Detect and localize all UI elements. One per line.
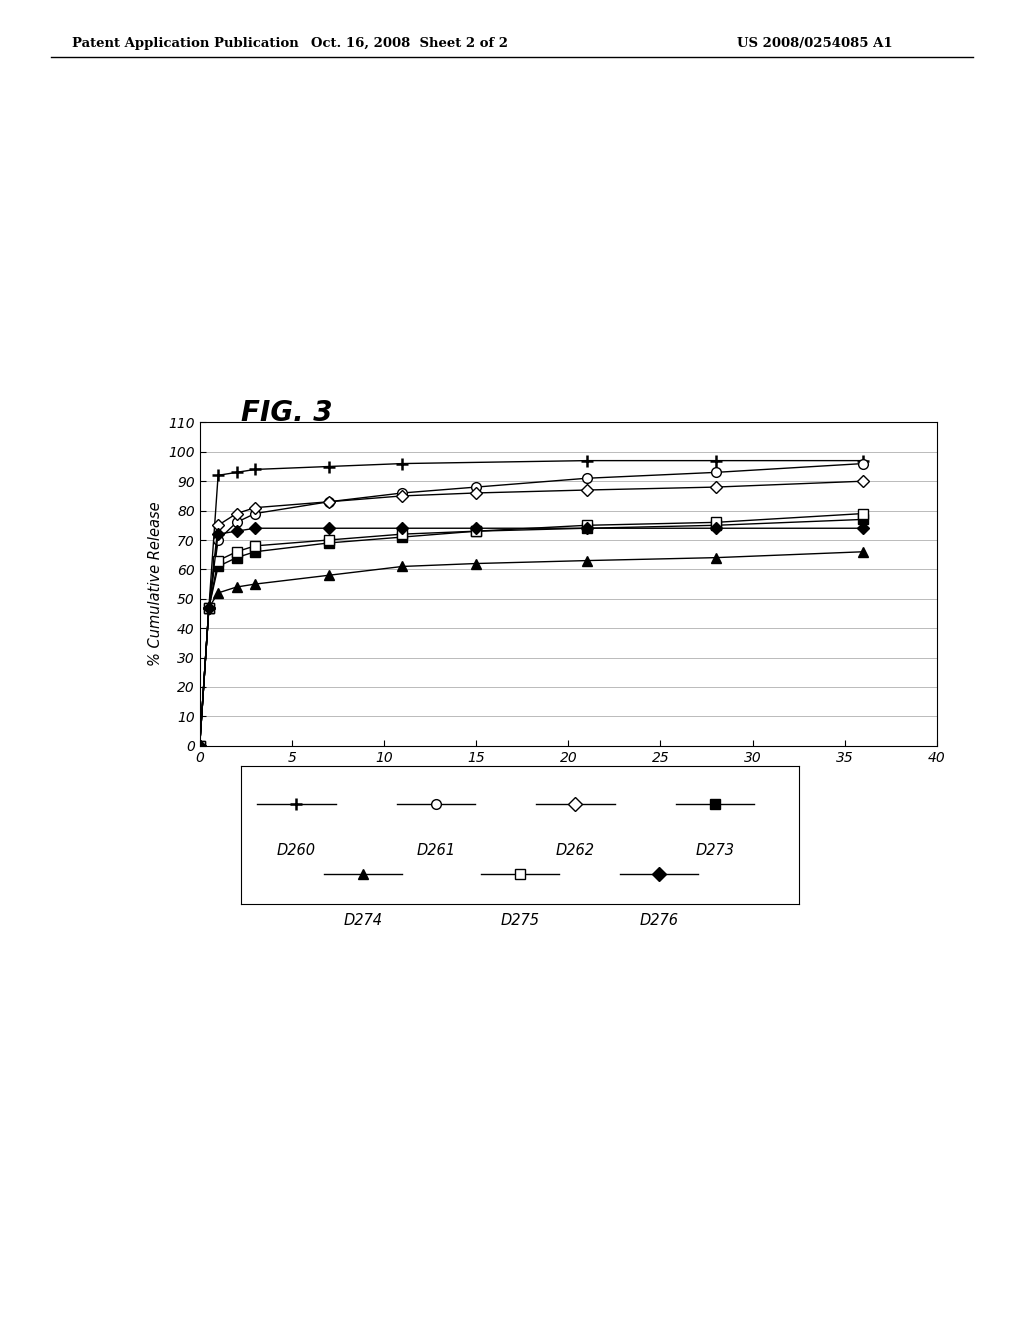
Text: D262: D262 [556, 843, 595, 858]
D276 [212, 527, 224, 543]
Line: D274: D274 [195, 546, 868, 751]
D262 [249, 500, 261, 516]
D276 [470, 520, 482, 536]
D260 [203, 599, 215, 615]
D276 [249, 520, 261, 536]
X-axis label: Time (days): Time (days) [513, 772, 624, 789]
Text: FIG. 3: FIG. 3 [241, 399, 332, 426]
D274 [323, 568, 335, 583]
D262 [212, 517, 224, 533]
D260 [194, 738, 206, 754]
D262 [203, 599, 215, 615]
D273 [396, 529, 409, 545]
D262 [470, 484, 482, 500]
D261 [249, 506, 261, 521]
D262 [710, 479, 722, 495]
Line: D276: D276 [196, 524, 867, 750]
D275 [194, 738, 206, 754]
D276 [194, 738, 206, 754]
D275 [857, 506, 869, 521]
D261 [581, 470, 593, 486]
D273 [323, 535, 335, 550]
D261 [710, 465, 722, 480]
D261 [470, 479, 482, 495]
Text: Oct. 16, 2008  Sheet 2 of 2: Oct. 16, 2008 Sheet 2 of 2 [311, 37, 508, 50]
D275 [581, 517, 593, 533]
D261 [212, 532, 224, 548]
D274 [230, 579, 243, 595]
D276 [230, 523, 243, 539]
Text: D276: D276 [640, 912, 679, 928]
D273 [710, 517, 722, 533]
D274 [203, 599, 215, 615]
D275 [249, 539, 261, 554]
D276 [396, 520, 409, 536]
D273 [857, 512, 869, 528]
D273 [212, 558, 224, 574]
Text: D274: D274 [344, 912, 383, 928]
D275 [203, 599, 215, 615]
D274 [212, 585, 224, 601]
D273 [194, 738, 206, 754]
D260 [710, 453, 722, 469]
D276 [710, 520, 722, 536]
D273 [230, 549, 243, 565]
D274 [194, 738, 206, 754]
D273 [581, 520, 593, 536]
D262 [396, 488, 409, 504]
Text: D273: D273 [695, 843, 734, 858]
D276 [857, 520, 869, 536]
D262 [194, 738, 206, 754]
D276 [581, 520, 593, 536]
D275 [323, 532, 335, 548]
Line: D260: D260 [194, 454, 869, 752]
D275 [230, 544, 243, 560]
D260 [249, 462, 261, 478]
Line: D275: D275 [195, 508, 868, 751]
D275 [470, 523, 482, 539]
D274 [581, 553, 593, 569]
D260 [212, 467, 224, 483]
D262 [581, 482, 593, 498]
D260 [323, 458, 335, 474]
D274 [710, 549, 722, 565]
D273 [203, 599, 215, 615]
D273 [470, 523, 482, 539]
D260 [230, 465, 243, 480]
D261 [857, 455, 869, 471]
D260 [581, 453, 593, 469]
D274 [396, 558, 409, 574]
D261 [230, 515, 243, 531]
D260 [396, 455, 409, 471]
D274 [249, 576, 261, 591]
D274 [470, 556, 482, 572]
D274 [857, 544, 869, 560]
D261 [203, 599, 215, 615]
D262 [857, 474, 869, 490]
Text: Patent Application Publication: Patent Application Publication [72, 37, 298, 50]
Line: D262: D262 [196, 477, 867, 750]
D275 [212, 553, 224, 569]
Text: US 2008/0254085 A1: US 2008/0254085 A1 [737, 37, 893, 50]
D273 [249, 544, 261, 560]
D276 [323, 520, 335, 536]
D275 [710, 515, 722, 531]
Text: D275: D275 [500, 912, 540, 928]
Text: D261: D261 [417, 843, 456, 858]
Line: D273: D273 [195, 515, 868, 751]
D261 [323, 494, 335, 510]
Line: D261: D261 [195, 458, 868, 751]
D275 [396, 527, 409, 543]
D261 [194, 738, 206, 754]
D262 [230, 506, 243, 521]
Y-axis label: % Cumulative Release: % Cumulative Release [147, 502, 163, 667]
D276 [203, 599, 215, 615]
D261 [396, 484, 409, 500]
D260 [857, 453, 869, 469]
Text: D260: D260 [276, 843, 316, 858]
D262 [323, 494, 335, 510]
